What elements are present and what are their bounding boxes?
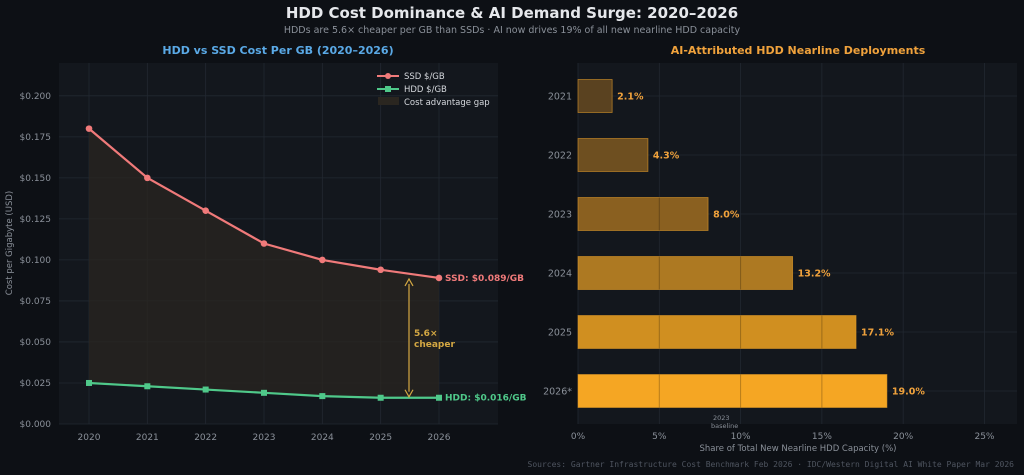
right-y-tick-label: 2021 (548, 92, 572, 103)
bar (577, 374, 888, 408)
left-x-tick-label: 2026 (428, 433, 451, 443)
left-y-tick-label: $0.200 (20, 92, 52, 102)
page-subtitle: HDDs are 5.6× cheaper per GB than SSDs ·… (283, 25, 741, 36)
legend-hdd-marker (385, 86, 391, 92)
bar-value-label: 8.0% (713, 210, 740, 221)
right-y-tick-label: 2026* (543, 387, 572, 398)
right-x-tick-label: 5% (652, 432, 667, 442)
left-series (85, 125, 443, 401)
ssd-point (144, 174, 151, 182)
left-y-tick-label: $0.025 (20, 379, 52, 389)
left-y-tick-label: $0.125 (20, 215, 52, 225)
gap-arrow-head-top (404, 277, 414, 287)
left-y-tick-label: $0.100 (20, 256, 52, 266)
bar-value-label: 13.2% (798, 269, 831, 280)
annotation-line2: cheaper (414, 340, 455, 350)
left-x-tick-label: 2020 (78, 433, 101, 443)
bar (577, 315, 857, 349)
ssd-point (202, 207, 209, 214)
hdd-point (144, 383, 151, 390)
left-chart-title: HDD vs SSD Cost Per GB (2020–2026) (162, 44, 393, 57)
hdd-point (202, 386, 209, 393)
left-x-tick-label: 2021 (136, 433, 159, 443)
bar (577, 256, 794, 290)
legend-hdd-label: HDD $/GB (404, 85, 447, 95)
right-x-tick-label: 15% (812, 432, 832, 442)
right-bars: 2.1% 4.3% 8.0% 13.2% 17.1% 19.0% (577, 79, 925, 408)
ssd-point (85, 125, 93, 132)
left-y-tick-label: $0.175 (20, 133, 52, 143)
bar-value-label: 4.3% (653, 151, 680, 162)
legend: SSD $/GB HDD $/GB Cost advantage gap (377, 72, 490, 108)
baseline-note-line1: 2023 (713, 414, 730, 422)
left-y-tick-label: $0.075 (20, 297, 52, 307)
gap-arrow-head-bottom (404, 389, 414, 398)
legend-gap-swatch (378, 97, 399, 105)
gap-annotation: 5.6× cheaper (404, 277, 455, 398)
left-x-tick-label: 2025 (369, 433, 392, 443)
bar-value-label: 19.0% (892, 387, 925, 398)
ssd-point (319, 256, 326, 264)
left-y-tick-label: $0.000 (20, 420, 52, 430)
baseline-note-line2: baseline (711, 422, 738, 430)
right-x-tick-label: 0% (571, 432, 586, 442)
bar (577, 197, 709, 231)
hdd-point (86, 379, 92, 386)
right-x-tick-label: 10% (731, 432, 751, 442)
right-x-tick-label: 25% (974, 432, 994, 442)
right-chart-title: AI-Attributed HDD Nearline Deployments (671, 44, 926, 57)
page-title: HDD Cost Dominance & AI Demand Surge: 20… (285, 4, 739, 22)
bar-value-label: 2.1% (617, 92, 644, 103)
hdd-end-label: HDD: $0.016/GB (445, 394, 527, 404)
footer-sources: Sources: Gartner Infrastructure Cost Ben… (527, 460, 1014, 469)
ssd-point (435, 274, 443, 282)
bar (577, 138, 649, 172)
left-axes: $0.000 $0.025 $0.050 $0.075 $0.100 $0.125 $0.1… (20, 92, 451, 443)
right-y-tick-label: 2022 (548, 151, 572, 162)
legend-ssd-label: SSD $/GB (404, 72, 445, 82)
cost-gap-fill (89, 128, 439, 398)
hdd-point (319, 393, 326, 400)
legend-ssd-marker (385, 73, 391, 79)
ssd-point (377, 266, 384, 274)
left-x-tick-label: 2022 (194, 433, 217, 443)
ssd-end-label: SSD: $0.089/GB (445, 274, 524, 284)
right-x-axis-label: Share of Total New Nearline HDD Capacity… (700, 444, 897, 454)
annotation-line1: 5.6× (414, 329, 437, 339)
right-plot-area (578, 63, 1017, 424)
ssd-point (260, 240, 268, 247)
cost-gap-area (89, 128, 439, 398)
right-axes: 0% 5% 10% 15% 20% 25% 2021 2022 2023 2024 2025 2026… (543, 92, 995, 443)
left-x-tick-label: 2023 (253, 433, 276, 443)
hdd-point (261, 389, 267, 396)
right-y-tick-label: 2024 (548, 269, 572, 280)
right-y-tick-label: 2025 (548, 328, 572, 339)
bar (577, 79, 613, 113)
hdd-point (436, 394, 442, 401)
left-y-tick-label: $0.150 (20, 174, 52, 184)
right-x-tick-label: 20% (893, 432, 913, 442)
right-y-tick-label: 2023 (548, 210, 572, 221)
left-y-tick-label: $0.050 (20, 338, 52, 348)
legend-gap-label: Cost advantage gap (404, 98, 490, 108)
bar-value-label: 17.1% (861, 328, 894, 339)
hdd-point (377, 394, 384, 401)
left-x-tick-label: 2024 (311, 433, 334, 443)
left-y-axis-label: Cost per Gigabyte (USD) (5, 191, 15, 295)
